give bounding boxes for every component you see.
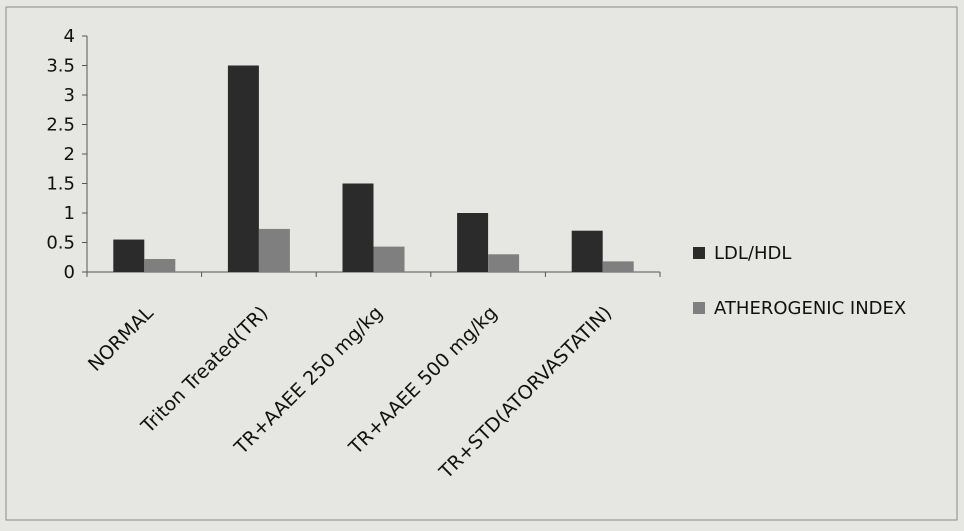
legend: LDL/HDL ATHEROGENIC INDEX <box>693 243 906 319</box>
bar-ldl-hdl <box>342 183 374 272</box>
y-tick-label: 3 <box>64 85 75 106</box>
y-tick-label: 3.5 <box>46 56 75 77</box>
bar-atherogenic-index <box>488 254 520 272</box>
legend-label: ATHEROGENIC INDEX <box>714 298 906 319</box>
bar-ldl-hdl <box>227 65 259 272</box>
y-tick-label: 4 <box>64 26 75 47</box>
bar-atherogenic-index <box>258 228 290 272</box>
bar-atherogenic-index <box>602 261 634 272</box>
y-tick-label: 2 <box>64 144 75 165</box>
bar-ldl-hdl <box>571 230 603 272</box>
y-tick-label: 0.5 <box>46 233 75 254</box>
bar-ldl-hdl <box>457 213 489 272</box>
legend-swatch-atherogenic-index <box>693 302 705 314</box>
legend-swatch-ldl-hdl <box>693 247 705 259</box>
bar-atherogenic-index <box>144 259 176 272</box>
bar-atherogenic-index <box>373 246 405 272</box>
y-tick-label: 1.5 <box>46 174 75 195</box>
y-tick-label: 0 <box>64 262 75 283</box>
bar-ldl-hdl <box>113 239 145 272</box>
y-tick-label: 1 <box>64 203 75 224</box>
y-tick-label: 2.5 <box>46 115 75 136</box>
chart-border <box>5 6 958 521</box>
legend-label: LDL/HDL <box>714 243 791 264</box>
